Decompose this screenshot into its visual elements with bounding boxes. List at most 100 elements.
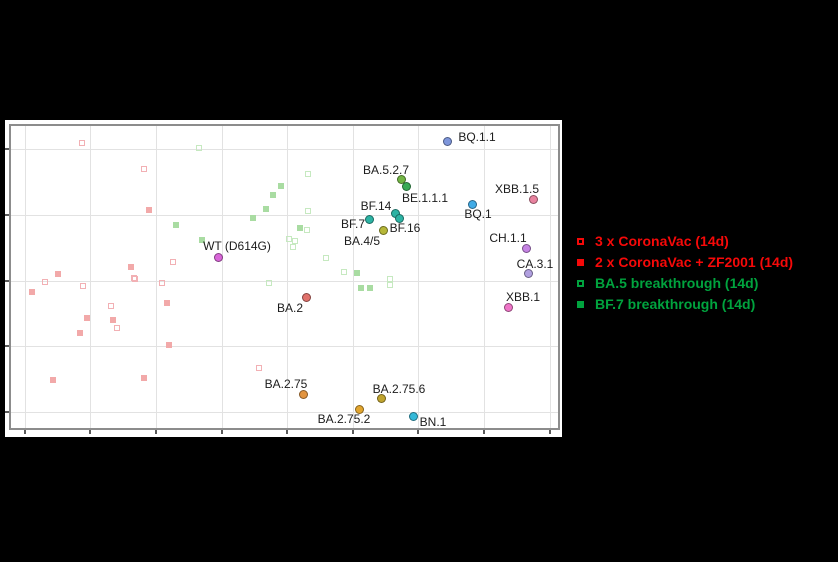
axis-tick-bottom (23, 430, 26, 434)
serum-point-corona3_open_pink (80, 283, 86, 289)
axis-tick-bottom (417, 430, 420, 434)
serum-point-corona2_zf2001_filled_pink (146, 207, 152, 213)
variant-point (364, 214, 374, 224)
gridline-vertical (221, 126, 223, 428)
serum-point-bf7_breakthrough_filled_green (250, 215, 256, 221)
legend: 3 x CoronaVac (14d) 2 x CoronaVac + ZF20… (577, 231, 793, 315)
serum-point-corona3_open_pink (159, 280, 165, 286)
variant-label: BA.5.2.7 (362, 163, 410, 177)
open-square-icon (577, 238, 584, 245)
variant-point (521, 243, 531, 253)
serum-point-bf7_breakthrough_filled_green (199, 237, 205, 243)
variant-label: XBB.1.5 (494, 182, 540, 196)
axis-tick-bottom (351, 430, 354, 434)
serum-point-ba5_breakthrough_open_green (323, 255, 329, 261)
variant-point (394, 213, 404, 223)
gridline-vertical (483, 126, 485, 428)
serum-point-ba5_breakthrough_open_green (341, 269, 347, 275)
variant-label: BN.1 (419, 415, 447, 429)
variant-point (376, 393, 386, 403)
serum-point-ba5_breakthrough_open_green (387, 282, 393, 288)
serum-point-corona2_zf2001_filled_pink (166, 342, 172, 348)
serum-point-corona2_zf2001_filled_pink (128, 264, 134, 270)
axis-tick-bottom (548, 430, 551, 434)
gridline-vertical (549, 126, 551, 428)
variant-point (301, 292, 311, 302)
variant-label: BA.2.75 (264, 377, 308, 391)
gridline-horizontal (11, 280, 558, 282)
variant-point (467, 199, 477, 209)
variant-label: BF.14 (360, 199, 392, 213)
serum-point-corona3_open_pink (131, 275, 137, 281)
serum-point-bf7_breakthrough_filled_green (297, 225, 303, 231)
variant-label: BE.1.1.1 (401, 191, 449, 205)
legend-item-ba5-breakthrough: BA.5 breakthrough (14d) (577, 273, 793, 294)
variant-label: BQ.1 (464, 207, 492, 221)
serum-point-corona2_zf2001_filled_pink (164, 300, 170, 306)
variant-label: CH.1.1 (489, 231, 527, 245)
variant-point (378, 225, 388, 235)
variant-point (354, 404, 364, 414)
gridline-horizontal (11, 149, 558, 151)
serum-point-bf7_breakthrough_filled_green (263, 206, 269, 212)
gridline-horizontal (11, 411, 558, 413)
plot-panel (5, 120, 562, 437)
serum-point-bf7_breakthrough_filled_green (367, 285, 373, 291)
serum-point-corona3_open_pink (79, 140, 85, 146)
variant-label: BF.7 (340, 217, 366, 231)
axis-tick-left (5, 345, 9, 348)
legend-item-2x-coronavac-zf2001: 2 x CoronaVac + ZF2001 (14d) (577, 252, 793, 273)
axis-border (9, 124, 560, 430)
gridline-vertical (287, 126, 289, 428)
variant-point (503, 302, 513, 312)
variant-label: BA.2.75.2 (317, 412, 371, 426)
axis-tick-bottom (220, 430, 223, 434)
variant-label: XBB.1 (505, 290, 541, 304)
variant-point (401, 181, 411, 191)
gridline-vertical (352, 126, 354, 428)
serum-point-bf7_breakthrough_filled_green (173, 222, 179, 228)
variant-point (528, 194, 538, 204)
axis-tick-left (5, 410, 9, 413)
variant-label: BA.2.75.6 (372, 382, 426, 396)
variant-point (408, 411, 418, 421)
variant-label: BF.16 (389, 221, 421, 235)
axis-tick-left (5, 279, 9, 282)
legend-label: BF.7 breakthrough (14d) (595, 296, 756, 312)
serum-point-corona2_zf2001_filled_pink (77, 330, 83, 336)
serum-point-corona2_zf2001_filled_pink (110, 317, 116, 323)
variant-label: BQ.1.1 (458, 130, 496, 144)
filled-square-icon (577, 301, 584, 308)
legend-label: 3 x CoronaVac (14d) (595, 233, 729, 249)
serum-point-corona3_open_pink (132, 276, 138, 282)
serum-point-ba5_breakthrough_open_green (196, 145, 202, 151)
variant-label: CA.3.1 (516, 257, 554, 271)
serum-point-ba5_breakthrough_open_green (290, 244, 296, 250)
variant-point (396, 174, 406, 184)
axis-tick-bottom (89, 430, 92, 434)
serum-point-ba5_breakthrough_open_green (387, 276, 393, 282)
legend-item-bf7-breakthrough: BF.7 breakthrough (14d) (577, 294, 793, 315)
legend-item-3x-coronavac: 3 x CoronaVac (14d) (577, 231, 793, 252)
serum-point-bf7_breakthrough_filled_green (278, 183, 284, 189)
serum-point-bf7_breakthrough_filled_green (354, 270, 360, 276)
serum-point-corona3_open_pink (108, 303, 114, 309)
variant-label: BA.4/5 (343, 234, 381, 248)
variant-label: BA.2 (276, 301, 304, 315)
serum-point-ba5_breakthrough_open_green (305, 171, 311, 177)
axis-tick-bottom (482, 430, 485, 434)
serum-point-corona3_open_pink (141, 166, 147, 172)
serum-point-corona3_open_pink (170, 259, 176, 265)
serum-point-corona3_open_pink (256, 365, 262, 371)
variant-point (213, 252, 223, 262)
serum-point-ba5_breakthrough_open_green (305, 208, 311, 214)
serum-point-corona2_zf2001_filled_pink (29, 289, 35, 295)
axis-tick-bottom (154, 430, 157, 434)
variant-label: WT (D614G) (203, 239, 271, 253)
serum-point-ba5_breakthrough_open_green (292, 238, 298, 244)
axis-tick-left (5, 148, 9, 151)
gridline-vertical (418, 126, 420, 428)
open-square-icon (577, 280, 584, 287)
serum-point-corona2_zf2001_filled_pink (55, 271, 61, 277)
